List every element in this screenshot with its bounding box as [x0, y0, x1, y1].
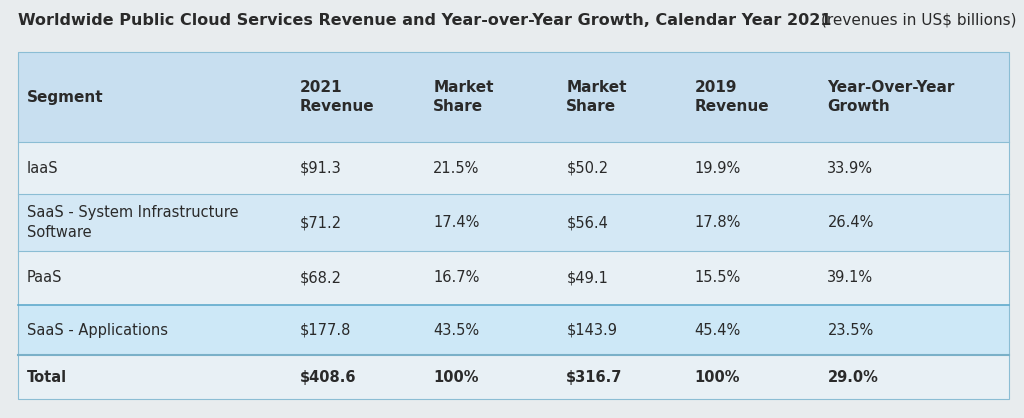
Text: $316.7: $316.7 — [566, 370, 623, 385]
Text: $177.8: $177.8 — [300, 323, 351, 338]
Text: Year-Over-Year
Growth: Year-Over-Year Growth — [827, 80, 954, 114]
Text: 21.5%: 21.5% — [433, 161, 479, 176]
Text: Total: Total — [27, 370, 67, 385]
Text: Market
Share: Market Share — [433, 80, 494, 114]
Text: $71.2: $71.2 — [300, 215, 342, 230]
Text: SaaS - Applications: SaaS - Applications — [27, 323, 168, 338]
Text: SaaS - System Infrastructure
Software: SaaS - System Infrastructure Software — [27, 206, 239, 240]
Text: 19.9%: 19.9% — [694, 161, 740, 176]
Text: 2021
Revenue: 2021 Revenue — [300, 80, 375, 114]
Text: IaaS: IaaS — [27, 161, 58, 176]
Text: 2019
Revenue: 2019 Revenue — [694, 80, 769, 114]
Text: 15.5%: 15.5% — [694, 270, 740, 285]
Text: 17.8%: 17.8% — [694, 215, 740, 230]
Text: 39.1%: 39.1% — [827, 270, 873, 285]
Text: 33.9%: 33.9% — [827, 161, 873, 176]
Text: Market
Share: Market Share — [566, 80, 627, 114]
Text: $56.4: $56.4 — [566, 215, 608, 230]
Text: 43.5%: 43.5% — [433, 323, 479, 338]
Text: Segment: Segment — [27, 90, 103, 104]
Text: 100%: 100% — [433, 370, 478, 385]
Text: $50.2: $50.2 — [566, 161, 608, 176]
Text: 29.0%: 29.0% — [827, 370, 879, 385]
Text: Worldwide Public Cloud Services Revenue and Year-over-Year Growth, Calendar Year: Worldwide Public Cloud Services Revenue … — [18, 13, 831, 28]
Text: $143.9: $143.9 — [566, 323, 617, 338]
Text: 26.4%: 26.4% — [827, 215, 873, 230]
Text: 23.5%: 23.5% — [827, 323, 873, 338]
Text: (revenues in US$ billions): (revenues in US$ billions) — [821, 13, 1017, 28]
Text: 17.4%: 17.4% — [433, 215, 479, 230]
Text: $49.1: $49.1 — [566, 270, 608, 285]
Text: $68.2: $68.2 — [300, 270, 342, 285]
Text: PaaS: PaaS — [27, 270, 62, 285]
Text: $408.6: $408.6 — [300, 370, 356, 385]
Text: 16.7%: 16.7% — [433, 270, 479, 285]
Text: $91.3: $91.3 — [300, 161, 342, 176]
Text: 45.4%: 45.4% — [694, 323, 740, 338]
Text: 100%: 100% — [694, 370, 739, 385]
